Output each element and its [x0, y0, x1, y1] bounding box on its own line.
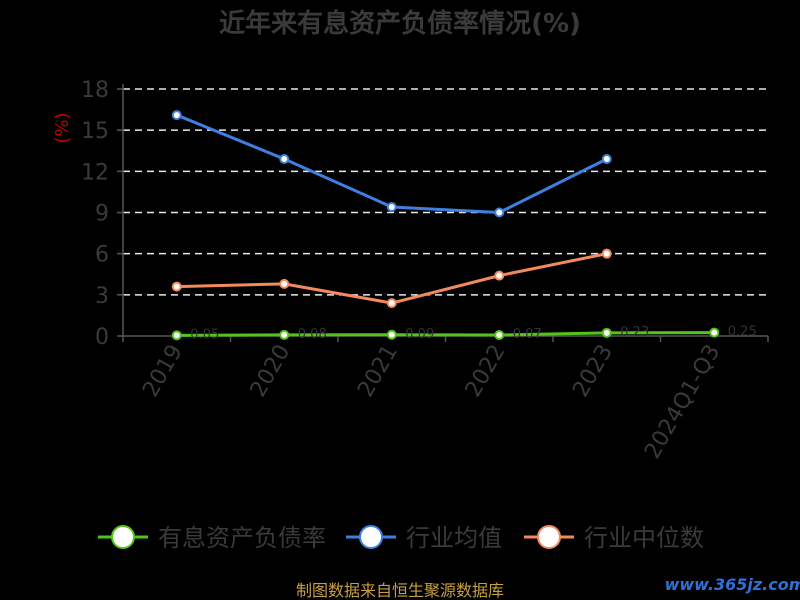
legend-item-2[interactable]: 行业均值 [346, 524, 502, 552]
data-point[interactable] [494, 270, 505, 281]
data-label: 0.25 [728, 325, 757, 340]
series-1: 0.05 0.08 0.09 0.07 0.23 0.25 [171, 325, 757, 342]
data-point[interactable] [386, 202, 397, 213]
data-point[interactable] [279, 329, 290, 340]
data-point[interactable] [601, 153, 612, 164]
data-label: 0.05 [190, 327, 219, 342]
y-tick-label: 15 [81, 119, 109, 144]
x-tick-label: 2022 [461, 341, 511, 402]
y-tick-label: 3 [95, 284, 109, 309]
y-tick-label: 9 [95, 202, 109, 227]
y-tick-label: 12 [81, 160, 109, 185]
legend-marker [537, 525, 561, 549]
series-line [176, 252, 608, 305]
chart-title: 近年来有息资产负债率情况(%) [219, 8, 581, 39]
data-point[interactable] [601, 327, 612, 338]
series-3 [171, 248, 612, 309]
data-point[interactable] [494, 207, 505, 218]
data-label: 0.09 [405, 327, 434, 342]
x-tick-label: 2021 [353, 341, 403, 402]
x-tick-label: 2023 [568, 341, 618, 402]
series-2 [171, 110, 612, 218]
source-note: 制图数据来自恒生聚源数据库 [296, 581, 504, 600]
legend[interactable]: 有息资产负债率 行业均值 行业中位数 [98, 524, 704, 552]
data-point[interactable] [171, 110, 182, 121]
data-label: 0.23 [620, 325, 649, 340]
watermark: www.365jz.com [665, 575, 800, 594]
x-tick-label: 2024Q1-Q3 [640, 341, 725, 464]
legend-label: 行业均值 [406, 524, 502, 552]
legend-item-3[interactable]: 行业中位数 [524, 524, 704, 552]
data-point[interactable] [601, 248, 612, 259]
data-point[interactable] [279, 153, 290, 164]
legend-item-1[interactable]: 有息资产负债率 [98, 524, 326, 552]
series-layer: 0.05 0.08 0.09 0.07 0.23 0.25 [171, 110, 757, 342]
legend-label: 行业中位数 [584, 524, 704, 552]
data-point[interactable] [386, 329, 397, 340]
y-axis-label: (%) [52, 112, 73, 143]
x-tick-label: 2019 [138, 341, 188, 402]
data-point[interactable] [171, 281, 182, 292]
data-point[interactable] [494, 330, 505, 341]
x-tick-label: 2020 [246, 341, 296, 402]
grid-lines [123, 88, 768, 296]
legend-label: 有息资产负债率 [158, 524, 326, 552]
data-label: 0.08 [298, 327, 327, 342]
legend-marker [359, 525, 383, 549]
data-point[interactable] [279, 278, 290, 289]
data-point[interactable] [171, 330, 182, 341]
y-tick-label: 0 [95, 325, 109, 350]
data-point[interactable] [386, 298, 397, 309]
data-label: 0.07 [513, 327, 542, 342]
legend-marker [111, 525, 135, 549]
axes: 0 3 6 9 12 15 18 2019 2020 2021 2022 2023 2024Q1-Q3 [81, 78, 769, 464]
y-tick-label: 18 [81, 78, 109, 103]
data-point[interactable] [709, 327, 720, 338]
y-tick-label: 6 [95, 243, 109, 268]
series-line [176, 331, 715, 337]
